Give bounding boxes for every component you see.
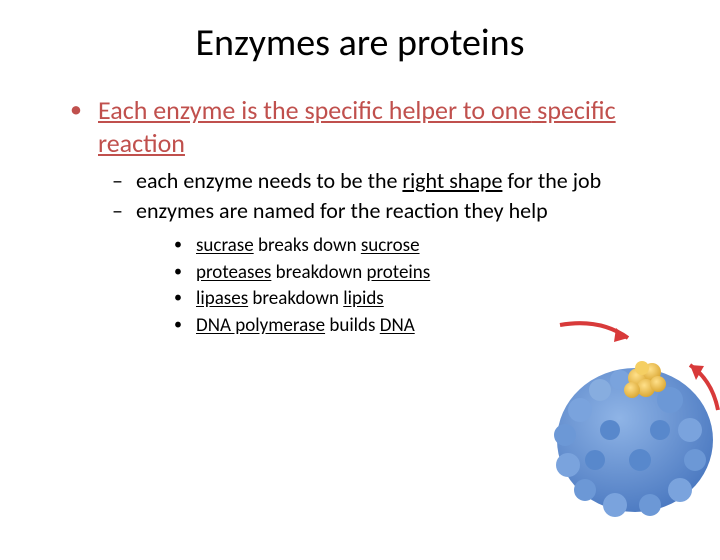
bullet-text: each enzyme needs to be the right shape …	[136, 167, 601, 195]
bullet-marker: •	[70, 94, 98, 159]
bullet-level1: • Each enzyme is the specific helper to …	[70, 94, 680, 159]
bullet-text: proteases breakdown proteins	[196, 261, 430, 286]
enzyme-illustration	[520, 310, 720, 520]
bullet-level2: – enzymes are named for the reaction the…	[112, 197, 680, 225]
dash-marker: –	[112, 197, 136, 225]
dash-marker: –	[112, 167, 136, 195]
bullet-text: DNA polymerase builds DNA	[196, 314, 415, 339]
dot-marker: •	[174, 287, 196, 312]
dot-marker: •	[174, 261, 196, 286]
bullet-level3: • lipases breakdown lipids	[174, 287, 680, 312]
dot-marker: •	[174, 234, 196, 259]
bullet-text: enzymes are named for the reaction they …	[136, 197, 548, 225]
slide-content: • Each enzyme is the specific helper to …	[0, 94, 720, 339]
bullet-level3: • sucrase breaks down sucrose	[174, 234, 680, 259]
slide-title: Enzymes are proteins	[0, 20, 720, 66]
bullet-level3: • proteases breakdown proteins	[174, 261, 680, 286]
bullet-text: sucrase breaks down sucrose	[196, 234, 420, 259]
dot-marker: •	[174, 314, 196, 339]
bullet-level2: – each enzyme needs to be the right shap…	[112, 167, 680, 195]
bullet-text: lipases breakdown lipids	[196, 287, 384, 312]
bullet-text: Each enzyme is the specific helper to on…	[98, 94, 680, 159]
